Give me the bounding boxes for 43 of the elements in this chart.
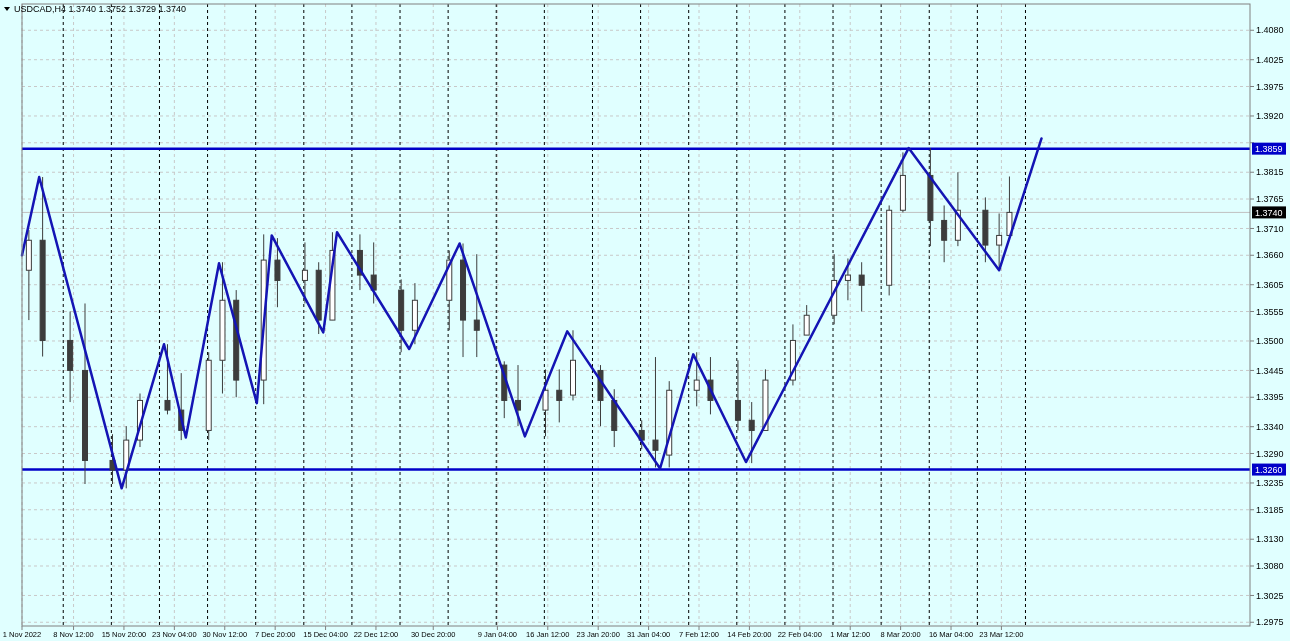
candlestick <box>473 253 480 358</box>
candlestick <box>858 261 865 313</box>
y-tick-label: 1.3815 <box>1256 167 1284 178</box>
y-tick-label: 1.3080 <box>1256 561 1284 572</box>
y-tick-label: 1.4025 <box>1256 54 1284 65</box>
ref-line-label: 1.3260 <box>1255 464 1283 475</box>
y-tick-label: 1.3500 <box>1256 336 1284 347</box>
candlestick <box>941 204 948 263</box>
candlestick <box>556 368 563 423</box>
y-tick-label: 1.3340 <box>1256 421 1284 432</box>
y-tick-label: 1.3235 <box>1256 478 1284 489</box>
y-tick-label: 1.3445 <box>1256 365 1284 376</box>
candlestick <box>652 356 659 468</box>
candlestick <box>734 359 741 431</box>
candlestick <box>803 304 810 336</box>
y-tick-label: 1.3710 <box>1256 223 1284 234</box>
candlestick <box>370 241 377 304</box>
ref-line-label: 1.3740 <box>1255 207 1283 218</box>
y-tick-label: 1.3920 <box>1256 111 1284 122</box>
y-tick-label: 1.3555 <box>1256 306 1284 317</box>
candlestick <box>515 364 522 427</box>
candlestick <box>844 257 851 301</box>
candlestick <box>1006 176 1013 236</box>
y-tick-label: 1.3975 <box>1256 81 1284 92</box>
y-tick-label: 1.3395 <box>1256 392 1284 403</box>
chart-title: USDCAD,H4 1.3740 1.3752 1.3729 1.3740 <box>14 4 187 14</box>
candlestick <box>748 401 755 464</box>
y-tick-label: 1.3660 <box>1256 250 1284 261</box>
y-tick-label: 1.3025 <box>1256 590 1284 601</box>
line-series <box>20 137 1043 490</box>
candlestick <box>164 343 171 415</box>
ref-line-label: 1.3859 <box>1255 143 1283 154</box>
candlestick <box>301 241 308 304</box>
y-tick-label: 1.3290 <box>1256 448 1284 459</box>
y-tick-label: 1.3185 <box>1256 504 1284 515</box>
y-tick-label: 1.3765 <box>1256 194 1284 205</box>
y-tick-label: 1.2975 <box>1256 617 1284 628</box>
y-tick-label: 1.3130 <box>1256 534 1284 545</box>
y-tick-label: 1.3605 <box>1256 279 1284 290</box>
candlestick <box>693 351 700 407</box>
candlestick <box>274 237 281 308</box>
candlestick <box>542 368 549 437</box>
y-tick-label: 1.4080 <box>1256 25 1284 36</box>
